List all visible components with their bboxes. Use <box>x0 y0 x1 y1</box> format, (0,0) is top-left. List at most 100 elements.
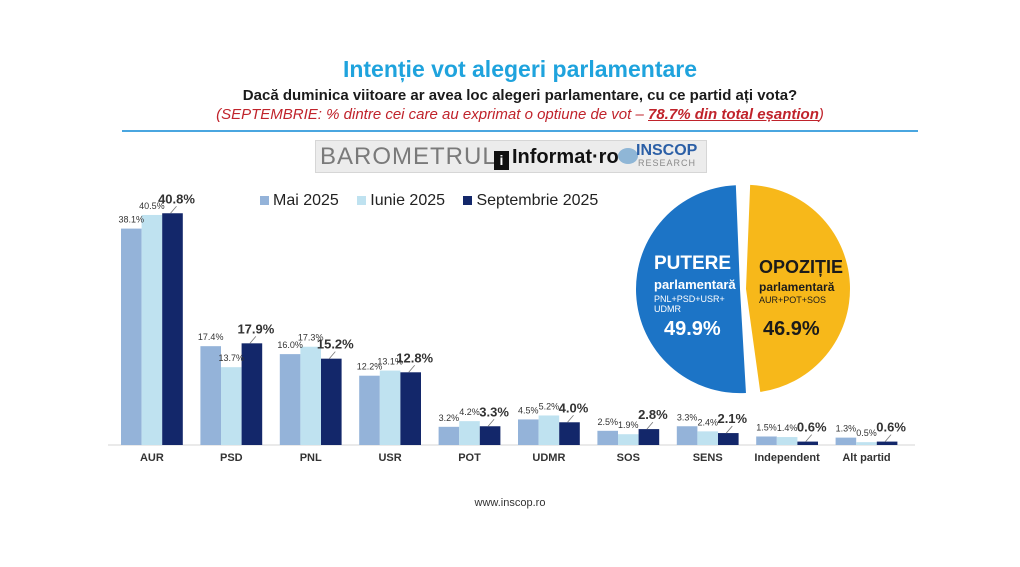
data-label-mai-9: 1.3% <box>836 424 857 434</box>
note-suffix: ) <box>818 106 824 123</box>
category-label-5: UDMR <box>532 452 565 464</box>
data-label-septembrie-7: 2.1% <box>717 411 747 426</box>
note-prefix: (SEPTEMBRIE: % dintre cei care au exprim… <box>216 106 648 123</box>
bar-mai-9 <box>835 437 857 445</box>
category-label-4: POT <box>458 452 481 464</box>
data-label-mai-1: 17.4% <box>198 332 224 342</box>
pie-label-putere-block: PUTERE parlamentară PNL+PSD+USR+ UDMR 49… <box>654 253 736 341</box>
inscop-research-text: RESEARCH <box>638 158 697 168</box>
data-label-septembrie-0: 40.8% <box>158 191 195 206</box>
data-label-iunie-2: 17.3% <box>298 333 324 343</box>
category-label-9: Alt partid <box>842 452 890 464</box>
informat-logo: i Informat·ro <box>494 146 619 170</box>
data-label-septembrie-5: 4.0% <box>559 400 589 415</box>
pie-detail-putere-2: UDMR <box>654 304 681 314</box>
legend-swatch-septembrie <box>463 196 473 205</box>
bar-iunie-9 <box>856 442 877 445</box>
bar-septembrie-6 <box>638 429 660 445</box>
pie-label-opozitie-block: OPOZIȚIE parlamentară AUR+POT+SOS 46.9% <box>759 257 843 341</box>
data-label-iunie-5: 5.2% <box>539 401 560 411</box>
leader-line-1 <box>249 336 257 344</box>
leader-line-2 <box>328 351 336 359</box>
bar-mai-3 <box>359 375 380 445</box>
category-label-0: AUR <box>140 452 164 464</box>
data-label-septembrie-9: 0.6% <box>876 420 906 435</box>
data-label-mai-3: 12.2% <box>357 362 383 372</box>
legend-item-septembrie: Septembrie 2025 <box>463 192 598 210</box>
bar-iunie-0 <box>141 214 163 445</box>
data-label-septembrie-4: 3.3% <box>479 404 509 419</box>
category-label-2: PNL <box>300 452 322 464</box>
bar-mai-1 <box>200 346 221 445</box>
leader-line-8 <box>805 434 813 442</box>
inscop-logo-text: INSCOP <box>636 142 698 159</box>
category-label-7: SENS <box>693 452 723 464</box>
data-label-mai-2: 16.0% <box>277 340 303 350</box>
data-label-iunie-8: 1.4% <box>777 423 798 433</box>
pie-value-opozitie: 46.9% <box>763 318 820 340</box>
leader-line-6 <box>646 421 654 430</box>
bar-septembrie-2 <box>321 358 342 445</box>
legend-label-iunie: Iunie 2025 <box>370 192 446 209</box>
informat-logo-icon: i <box>494 151 509 170</box>
chart-legend: Mai 2025 Iunie 2025 Septembrie 2025 <box>260 192 612 210</box>
data-label-septembrie-8: 0.6% <box>797 420 827 435</box>
bar-iunie-2 <box>300 346 321 445</box>
data-label-septembrie-1: 17.9% <box>237 321 274 336</box>
data-label-mai-8: 1.5% <box>756 422 777 432</box>
data-label-septembrie-6: 2.8% <box>638 407 668 422</box>
pie-label-putere: PUTERE <box>654 253 732 274</box>
category-label-6: SOS <box>617 452 640 464</box>
pie-label-opozitie: OPOZIȚIE <box>759 257 844 277</box>
bar-mai-8 <box>756 436 777 445</box>
bar-septembrie-5 <box>559 422 580 445</box>
bar-septembrie-9 <box>876 441 898 445</box>
page-title: Intenție vot alegeri parlamentare <box>342 56 698 82</box>
pie-value-putere: 49.9% <box>664 318 721 340</box>
data-label-iunie-1: 13.7% <box>219 353 245 363</box>
data-label-iunie-7: 2.4% <box>697 417 718 427</box>
category-label-3: USR <box>378 452 401 464</box>
pie-detail-opozitie-1: AUR+POT+SOS <box>759 295 827 305</box>
bar-mai-6 <box>597 430 618 445</box>
legend-item-iunie: Iunie 2025 <box>357 192 445 210</box>
data-label-iunie-9: 0.5% <box>856 428 877 438</box>
bar-mai-4 <box>438 426 460 445</box>
data-label-mai-5: 4.5% <box>518 405 539 415</box>
note-highlight: 78.7% din total eșantion <box>648 106 819 123</box>
bar-septembrie-4 <box>479 426 501 445</box>
data-label-mai-4: 3.2% <box>439 413 460 423</box>
legend-label-septembrie: Septembrie 2025 <box>476 192 599 209</box>
barometer-label: BAROMETRUL <box>320 143 497 170</box>
leader-line-9 <box>884 434 892 442</box>
legend-swatch-iunie <box>357 196 367 205</box>
leader-line-4 <box>487 418 495 427</box>
data-label-iunie-6: 1.9% <box>618 420 639 430</box>
category-label-1: PSD <box>220 452 243 464</box>
data-label-iunie-4: 4.2% <box>459 407 480 417</box>
legend-label-mai: Mai 2025 <box>273 192 339 209</box>
pie-slice-putere <box>636 185 746 394</box>
legend-item-mai: Mai 2025 <box>260 192 339 210</box>
bar-iunie-5 <box>538 415 560 445</box>
data-label-mai-6: 2.5% <box>597 417 618 427</box>
bar-iunie-7 <box>697 431 718 445</box>
title-divider <box>122 130 918 132</box>
data-label-septembrie-3: 12.8% <box>396 350 433 365</box>
leader-line-0 <box>170 205 177 214</box>
pie-sublabel-putere: parlamentară <box>654 277 736 292</box>
bar-mai-5 <box>518 419 539 445</box>
category-label-8: Independent <box>754 452 820 464</box>
pie-detail-putere-1: PNL+PSD+USR+ <box>654 294 725 304</box>
inscop-logo-icon <box>618 148 638 164</box>
pie-sublabel-opozitie: parlamentară <box>759 280 835 294</box>
bar-iunie-6 <box>618 434 639 445</box>
bar-iunie-3 <box>379 370 401 445</box>
data-label-iunie-0: 40.5% <box>139 201 165 211</box>
bar-mai-0 <box>121 228 142 445</box>
bar-septembrie-7 <box>718 433 739 445</box>
informat-logo-text: Informat·ro <box>512 146 619 168</box>
leader-line-5 <box>567 415 574 423</box>
bar-septembrie-1 <box>241 343 263 445</box>
bar-iunie-1 <box>221 367 242 445</box>
